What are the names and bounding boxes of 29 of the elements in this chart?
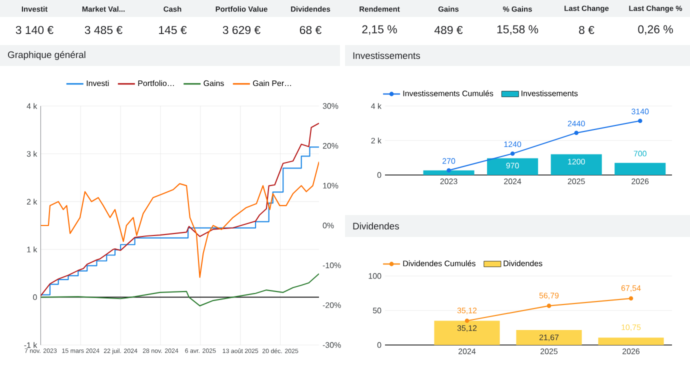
point bbox=[628, 296, 634, 301]
point bbox=[464, 318, 470, 323]
point bbox=[546, 304, 552, 308]
text: 3 140 € bbox=[16, 26, 54, 34]
chart-title: Dividendes bbox=[353, 222, 399, 230]
point bbox=[574, 130, 578, 136]
text: 8 € bbox=[579, 26, 594, 34]
bar bbox=[423, 170, 474, 175]
text: 68 € bbox=[300, 26, 322, 34]
text: 2,15 % bbox=[362, 25, 397, 35]
point bbox=[510, 151, 515, 156]
text: 15,58 % bbox=[497, 25, 538, 35]
chart-title: Graphique général bbox=[8, 51, 86, 60]
bar bbox=[487, 158, 538, 175]
text: 3 485 € bbox=[84, 26, 122, 34]
text: 0,26 % bbox=[638, 25, 673, 35]
chart-title: Investissements bbox=[353, 52, 420, 59]
point bbox=[638, 118, 642, 123]
text: 3 629 € bbox=[222, 26, 260, 34]
line-series bbox=[40, 273, 320, 306]
line-series bbox=[40, 161, 320, 278]
bar bbox=[434, 320, 500, 345]
text: 145 € bbox=[159, 26, 187, 34]
point bbox=[446, 168, 451, 172]
bar bbox=[516, 330, 582, 345]
text: 489 € bbox=[434, 26, 463, 34]
bar bbox=[550, 154, 602, 175]
bar bbox=[598, 338, 664, 345]
bar bbox=[614, 162, 666, 175]
